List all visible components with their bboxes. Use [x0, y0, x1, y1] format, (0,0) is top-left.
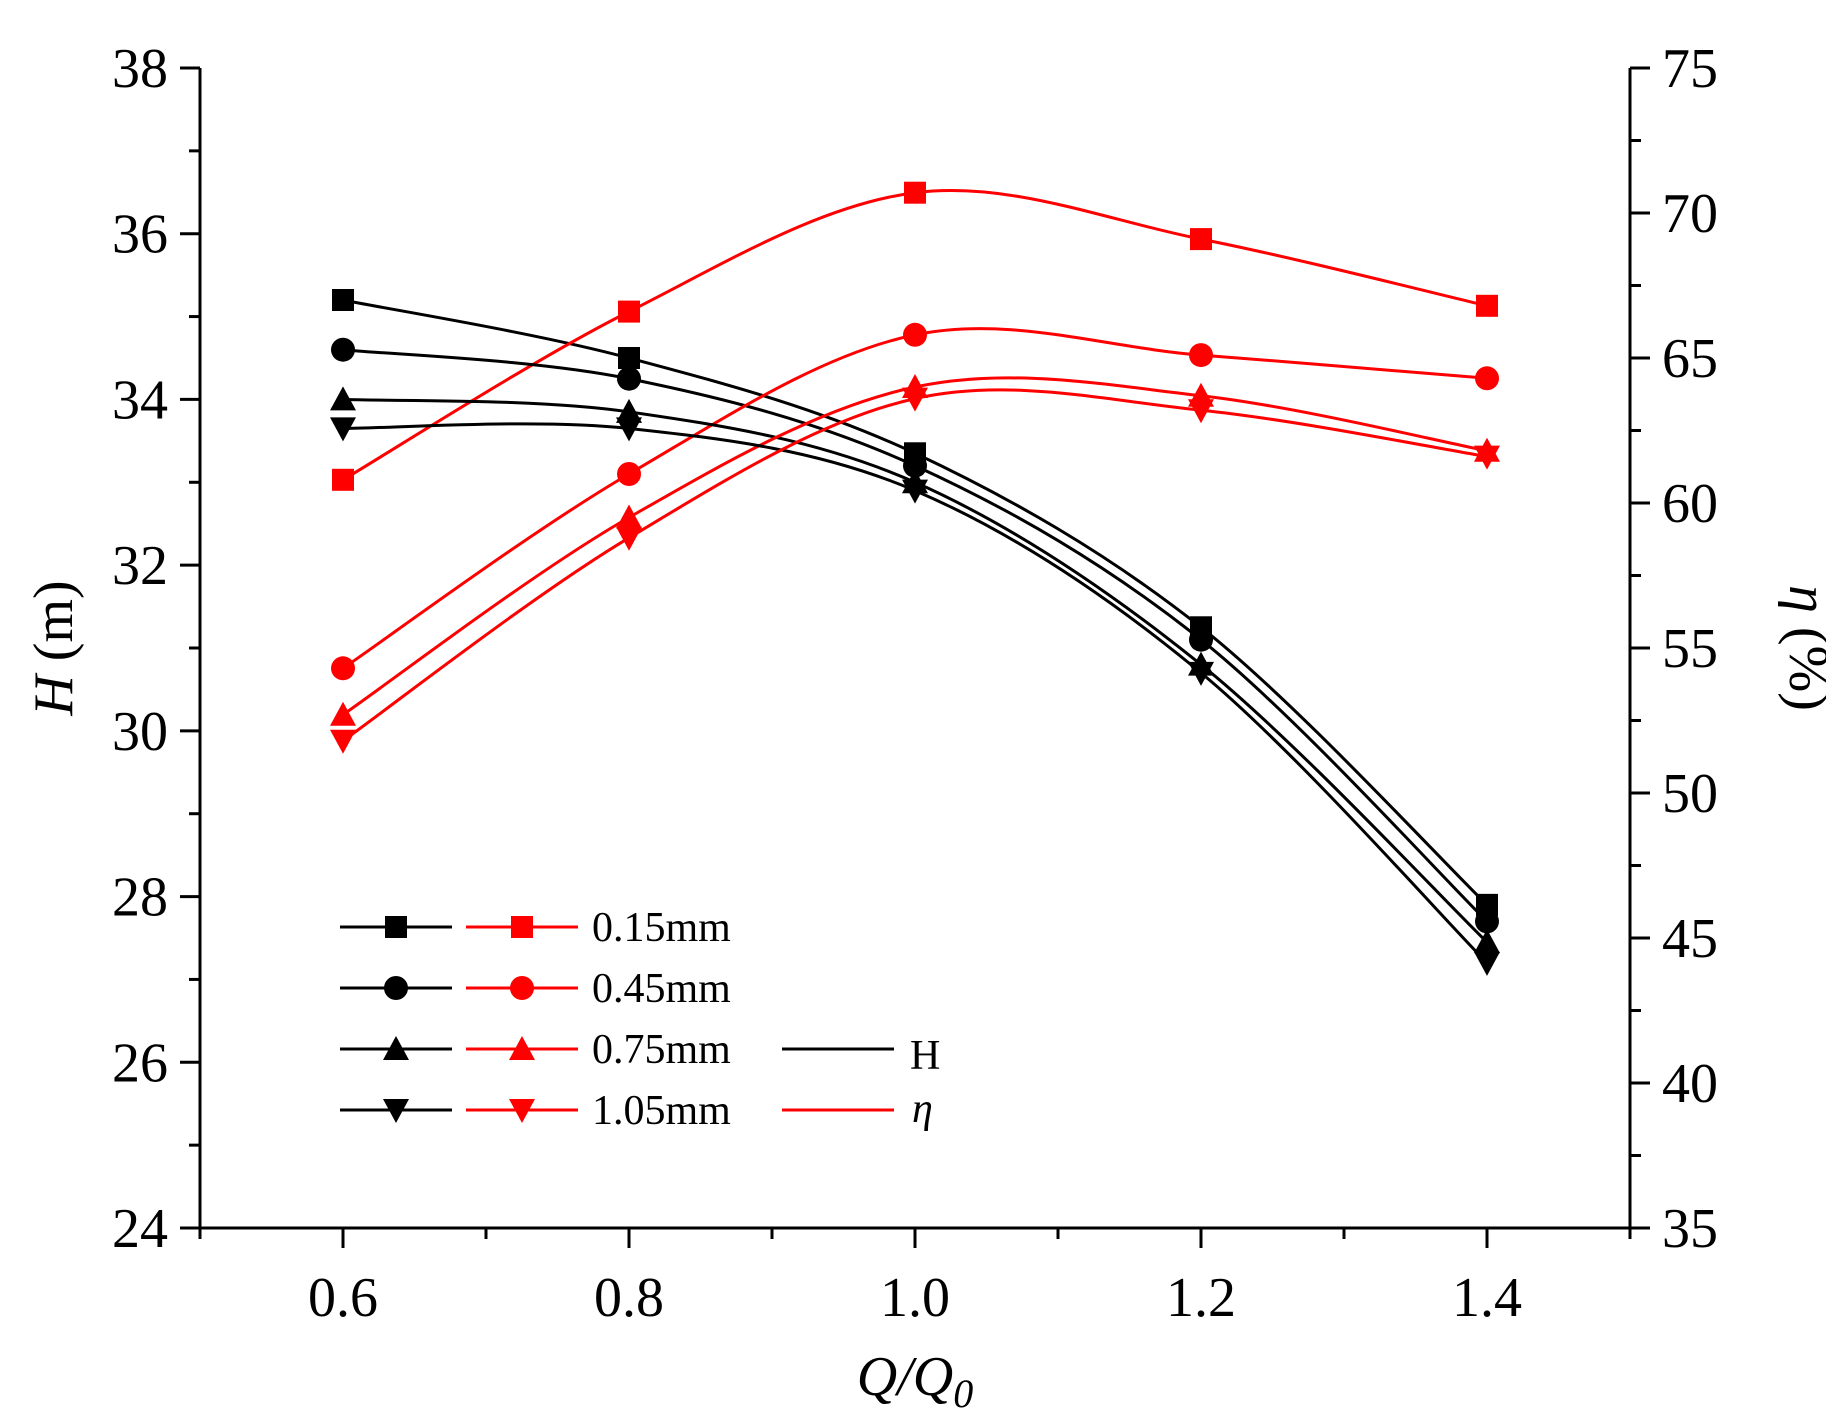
legend-marker-eta — [511, 916, 533, 938]
y-left-tick-label: 28 — [112, 867, 168, 929]
data-point-h — [332, 289, 354, 311]
x-tick-label: 1.0 — [880, 1267, 950, 1329]
legend-type-label-h: H — [910, 1033, 940, 1079]
y-left-tick-label: 34 — [112, 369, 168, 431]
series-line-h-1.05mm — [342, 422, 1489, 964]
data-point-h — [1476, 893, 1498, 916]
y-right-tick-label: 75 — [1662, 38, 1718, 100]
series-layer — [330, 181, 1500, 976]
data-point-h — [1475, 909, 1499, 934]
y-left-tick-label: 26 — [112, 1032, 168, 1094]
axis-labels: Q/Q0 H (m) η (%) — [23, 580, 1826, 1410]
data-point-h — [616, 417, 642, 442]
data-point-eta — [1188, 399, 1214, 424]
y-left-tick-label: 32 — [112, 535, 168, 597]
data-point-eta — [616, 504, 642, 529]
y-right-tick-label: 55 — [1662, 618, 1718, 680]
legend-label: 0.75mm — [592, 1027, 731, 1073]
data-point-eta — [331, 656, 355, 681]
data-point-eta — [902, 387, 928, 412]
y-left-tick-label: 36 — [112, 204, 168, 266]
data-point-h — [331, 337, 355, 362]
y-left-axis-title: H (m) — [23, 580, 85, 716]
legend-type-label-eta: η — [912, 1086, 933, 1132]
data-point-eta — [617, 462, 641, 486]
y-right-axis-title: η (%) — [1777, 585, 1826, 711]
data-point-h — [618, 347, 640, 369]
data-point-h — [616, 398, 642, 423]
legend-label: 0.45mm — [592, 966, 731, 1012]
legend: 0.15mm 0.45mm 0.75mm 1.05mm Hη — [340, 905, 940, 1134]
y-left-title-symbol: H — [23, 673, 85, 717]
legend-marker-h — [383, 1099, 409, 1123]
y-right-tick-label: 40 — [1662, 1053, 1718, 1115]
x-tick-label: 0.6 — [308, 1267, 378, 1329]
y-right-tick-label: 60 — [1662, 473, 1718, 535]
y-right-tick-label: 65 — [1662, 328, 1718, 390]
data-point-eta — [1475, 366, 1499, 391]
x-axis-title-main: Q/Q — [857, 1346, 953, 1408]
y-right-tick-label: 45 — [1662, 908, 1718, 970]
y-right-title-symbol: η — [1777, 585, 1826, 613]
axes-layer: 24 26 28 30 32 34 36 38 35 40 45 50 55 60 65 70 75 0.6 0.8… — [112, 38, 1718, 1329]
y-left-title-unit: (m) — [23, 580, 85, 675]
legend-marker-h — [383, 1036, 409, 1060]
data-point-h — [1474, 929, 1500, 954]
data-point-h — [617, 366, 641, 391]
legend-marker-h — [385, 916, 407, 938]
data-point-eta — [903, 322, 927, 347]
y-left-tick-label: 24 — [112, 1198, 168, 1260]
data-point-eta — [1189, 343, 1213, 368]
data-point-h — [902, 479, 928, 504]
legend-label: 0.15mm — [592, 905, 731, 951]
legend-label: 1.05mm — [592, 1088, 731, 1134]
data-point-h — [1189, 627, 1213, 652]
y-right-tick-label: 70 — [1662, 183, 1718, 245]
data-point-eta — [1476, 294, 1498, 317]
data-point-h — [1474, 951, 1500, 976]
data-point-h — [330, 417, 356, 442]
data-point-h — [903, 453, 927, 478]
x-tick-label: 1.4 — [1452, 1267, 1522, 1329]
legend-marker-h — [384, 976, 408, 1000]
x-tick-label: 1.2 — [1166, 1267, 1236, 1329]
y-right-title-unit: (%) — [1777, 613, 1826, 711]
data-point-eta — [330, 729, 356, 754]
legend-marker-eta — [509, 1099, 535, 1123]
data-point-eta — [1190, 228, 1212, 251]
series-line-h-0.75mm — [342, 397, 1489, 944]
x-tick-label: 0.8 — [594, 1267, 664, 1329]
series-line-h-0.45mm — [342, 348, 1489, 923]
y-right-tick-label: 50 — [1662, 763, 1718, 825]
data-point-eta — [618, 300, 640, 323]
data-point-h — [1188, 661, 1214, 686]
data-point-eta — [330, 701, 356, 726]
x-axis-title-sub: 0 — [953, 1371, 973, 1410]
y-right-tick-label: 35 — [1662, 1198, 1718, 1260]
legend-marker-eta — [510, 976, 534, 1000]
y-left-tick-label: 30 — [112, 701, 168, 763]
x-axis-title: Q/Q0 — [857, 1346, 973, 1410]
data-point-h — [330, 386, 356, 411]
data-point-eta — [616, 526, 642, 551]
data-point-eta — [904, 181, 926, 204]
legend-marker-eta — [509, 1036, 535, 1060]
y-left-tick-label: 38 — [112, 38, 168, 100]
data-point-eta — [332, 468, 354, 491]
data-point-eta — [1474, 445, 1500, 470]
